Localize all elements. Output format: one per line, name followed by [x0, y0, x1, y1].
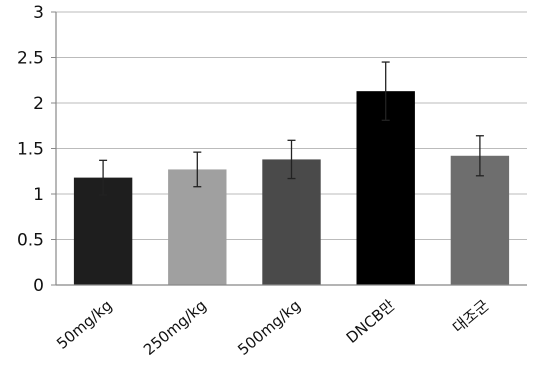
error-bars — [99, 61, 484, 196]
x-category-label: DNCB만 — [343, 296, 399, 347]
x-category-label: 대조군 — [449, 296, 492, 337]
y-tick-label: 3 — [33, 3, 44, 23]
x-axis-category-labels: 50mg/kg 250mg/kg 500mg/kg DNCB만 대조군 — [53, 296, 492, 359]
y-tick-label: 1 — [33, 185, 44, 205]
x-category-label: 500mg/kg — [234, 296, 304, 359]
y-tick-label: 2 — [33, 94, 44, 114]
y-tick-label: 2.5 — [17, 49, 44, 69]
bar — [262, 159, 321, 285]
y-axis-tick-labels: 0 0.5 1 1.5 2 2.5 3 — [17, 3, 44, 296]
x-category-label: 50mg/kg — [53, 296, 116, 353]
y-tick-label: 1.5 — [17, 140, 44, 160]
bar — [168, 169, 227, 285]
y-tick-label: 0.5 — [17, 231, 44, 251]
x-category-label: 250mg/kg — [140, 296, 210, 359]
bar — [356, 91, 415, 285]
axes — [51, 11, 527, 286]
y-tick-label: 0 — [33, 276, 44, 296]
bar — [450, 155, 510, 285]
bars — [73, 91, 510, 285]
